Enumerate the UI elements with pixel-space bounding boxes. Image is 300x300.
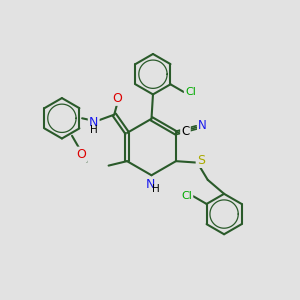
Text: N: N — [145, 178, 155, 191]
Text: O: O — [112, 92, 122, 105]
Text: H: H — [152, 184, 160, 194]
Text: N: N — [198, 119, 207, 132]
Text: N: N — [89, 116, 98, 129]
Text: C: C — [181, 125, 190, 138]
Text: O: O — [77, 148, 87, 161]
Text: S: S — [197, 154, 205, 167]
Text: H: H — [90, 124, 98, 135]
Text: Cl: Cl — [181, 191, 192, 201]
Text: Cl: Cl — [185, 87, 196, 97]
